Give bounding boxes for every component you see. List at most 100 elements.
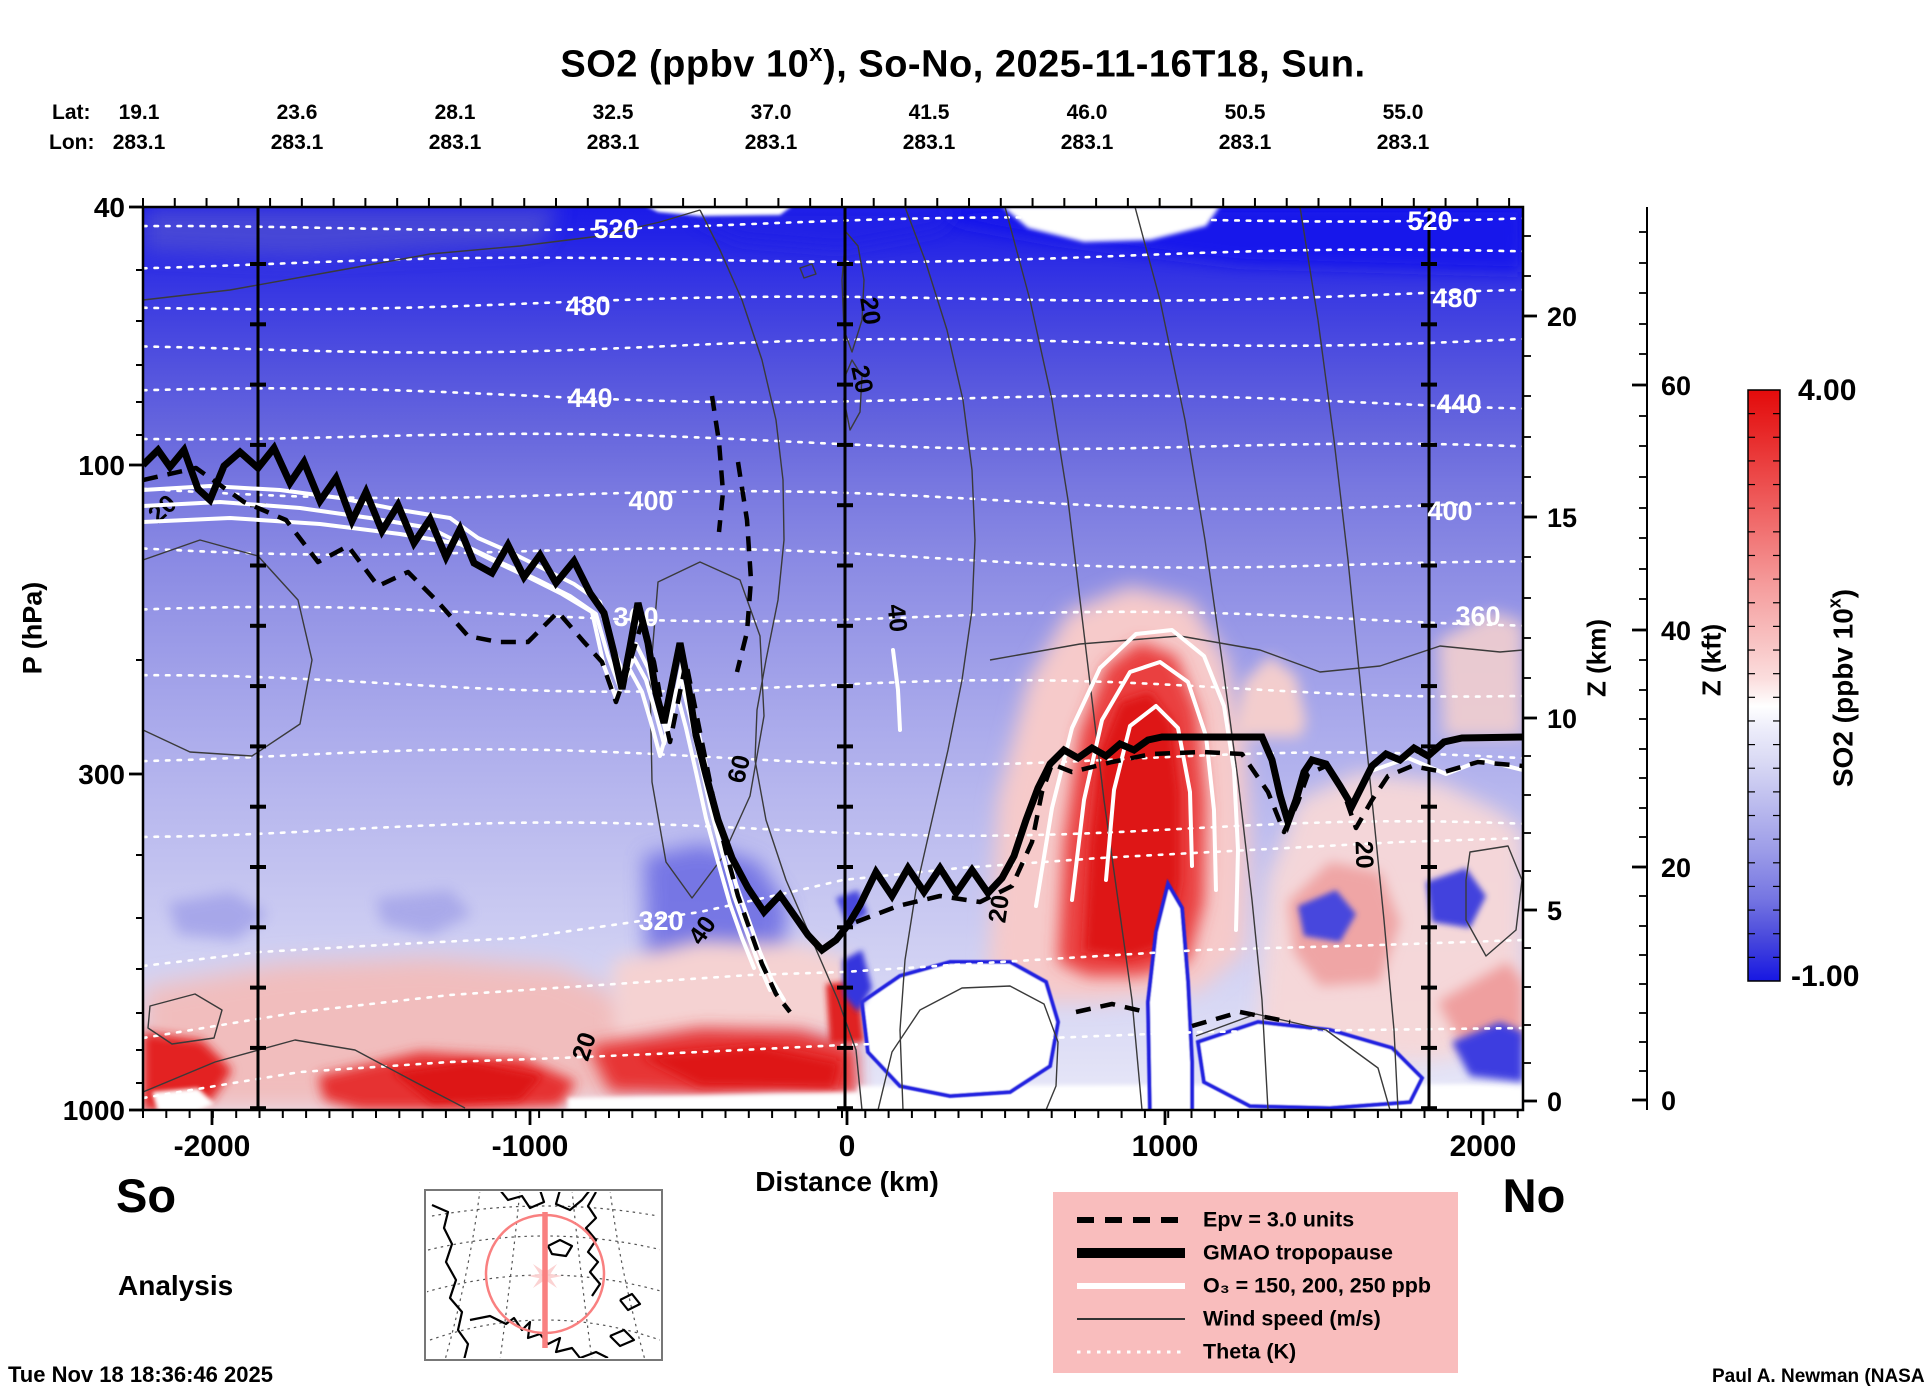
coastline [619,1292,642,1312]
svg-text:400: 400 [628,486,673,516]
lat-row-label: Lat: [52,101,91,124]
graticule-line [427,1274,660,1293]
y-axis-title: P (hPa) [17,581,48,675]
legend-item-label: Epv = 3.0 units [1203,1207,1355,1231]
legend-item-trop: GMAO tropopause [1053,1236,1458,1269]
svg-text:480: 480 [1432,283,1477,313]
lon-row-label: Lon: [49,131,95,154]
ozone-contour [891,648,902,732]
lon-value: 283.1 [270,131,324,154]
so2-fill-region [1195,1019,1425,1110]
theta-contour [143,938,1523,1040]
so2-fill-region [648,207,791,216]
svg-text:0: 0 [839,1130,856,1163]
wind-speed-contour [989,635,1523,673]
svg-text:5: 5 [1547,896,1562,926]
graticule-line [444,1192,481,1358]
legend-sample-trop [1077,1247,1185,1258]
coastline [554,1192,590,1212]
epv-contour [855,749,1523,925]
lat-value: 50.5 [1224,101,1266,124]
coastline [500,1192,546,1210]
wind-speed-contour [143,209,701,301]
colorbar [1748,390,1780,981]
svg-text:1000: 1000 [1132,1130,1199,1163]
svg-text:60: 60 [722,752,756,786]
legend-item-theta: Theta (K) [1053,1335,1458,1368]
theta-contour [143,748,1523,767]
svg-text:-1000: -1000 [492,1130,569,1163]
lon-value: 283.1 [112,131,166,154]
page-title: SO2 (ppbv 10x), So-No, 2025-11-16T18, Su… [560,40,1366,86]
coastline [547,1238,574,1258]
lon-value: 283.1 [902,131,956,154]
theta-contour [143,288,1523,311]
credit-attribution: Paul A. Newman (NASA [1712,1366,1925,1387]
lat-value: 55.0 [1382,101,1424,124]
graticule-line [571,1192,593,1358]
lat-value: 46.0 [1066,101,1108,124]
colorbar-title: SO2 (ppbv 10x) [1824,588,1859,788]
graticule-line [609,1192,646,1358]
lat-value: 23.6 [276,101,318,124]
map-inset-border [424,1189,663,1361]
wind-speed-contour [649,561,765,899]
so2-fill-region [1298,890,1356,942]
colorbar-max-label: 4.00 [1798,374,1857,407]
legend-item-label: GMAO tropopause [1203,1240,1393,1264]
wind-speed-contour [1465,845,1523,957]
svg-text:20: 20 [1661,853,1691,883]
wind-speed-contour [799,263,817,279]
ozone-contour [1104,704,1194,882]
theta-contour [143,605,1523,627]
so2-fill-region [1426,868,1486,928]
z-kft-axis-title: Z (kft) [1696,623,1727,697]
svg-text:480: 480 [565,291,610,321]
so2-fill-region [168,892,268,940]
theta-contour [143,1026,1523,1100]
legend-sample-theta [1077,1350,1185,1353]
svg-text:60: 60 [1661,371,1691,401]
wind-speed-contour [699,209,863,1110]
wind-speed-contour [841,231,865,353]
gmao-tropopause-line [143,441,1523,955]
lat-value: 37.0 [750,101,792,124]
lat-value: 28.1 [434,101,476,124]
svg-text:-2000: -2000 [174,1130,251,1163]
svg-text:0: 0 [1661,1086,1676,1116]
ozone-contour [1070,660,1218,902]
x-axis-title: Distance (km) [755,1166,939,1197]
theta-contour [143,673,1523,698]
north-endpoint-label: No [1502,1169,1566,1222]
so2-fill-region [1232,656,1306,737]
so2-fill-region [392,1062,542,1104]
coastline [609,1328,636,1348]
plot-frame [141,205,1525,1112]
ozone-contour [143,484,786,1002]
theta-contour [143,337,1523,354]
theta-contour [143,432,1523,451]
so2-fill-region [143,207,560,258]
wind-speed-contour [1299,207,1399,1110]
svg-text:2000: 2000 [1450,1130,1517,1163]
theta-contour [143,386,1523,410]
wind-speed-contour [1004,207,1143,1110]
analysis-label: Analysis [118,1270,234,1301]
legend-item-epv: Epv = 3.0 units [1053,1203,1458,1236]
so2-fill-region [1438,612,1523,737]
wind-speed-contour [143,539,313,757]
wind-speed-contour [1195,1013,1391,1110]
svg-text:40: 40 [94,192,125,223]
so2-fill-region [1452,1022,1523,1082]
z-km-axis-title: Z (km) [1581,619,1612,697]
wind-speed-contour [147,993,223,1045]
svg-text:20: 20 [1350,840,1379,869]
svg-text:20: 20 [1547,302,1577,332]
epv-contour [734,461,754,673]
svg-text:100: 100 [78,450,125,481]
theta-contour [143,487,1523,511]
colorbar-min-label: -1.00 [1791,960,1860,993]
legend-sample-epv [1077,1216,1185,1223]
